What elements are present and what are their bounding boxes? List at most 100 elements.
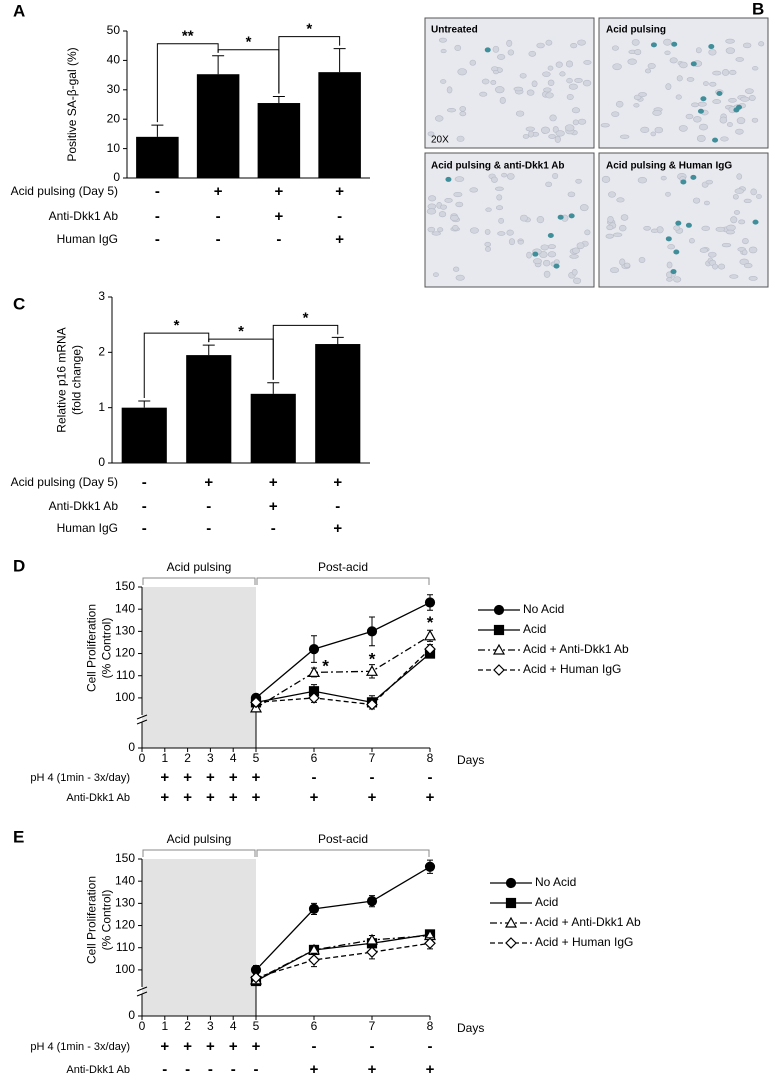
cell (506, 229, 514, 236)
x-tick-label: 2 (184, 1019, 191, 1033)
series-line (255, 648, 431, 706)
cell (455, 274, 465, 281)
stained-cell (557, 214, 564, 220)
cell (733, 210, 740, 215)
cell (522, 134, 530, 139)
marker (424, 937, 436, 950)
series-line (255, 942, 431, 979)
condition-sign: + (333, 520, 342, 537)
marker (366, 896, 378, 907)
cell (608, 191, 616, 198)
cell (570, 42, 578, 49)
cell (543, 259, 551, 267)
cell (735, 128, 744, 135)
cell (582, 79, 592, 87)
cell (758, 41, 765, 47)
stained-cell (736, 104, 743, 110)
cell (526, 251, 532, 259)
shaded-region (142, 587, 256, 748)
cell (688, 238, 695, 244)
cell (469, 59, 477, 66)
marker (505, 877, 517, 889)
x-tick-label: 8 (427, 751, 434, 765)
cell (520, 214, 528, 222)
cell (736, 117, 746, 125)
cell (555, 130, 565, 137)
x-tick-label: 6 (311, 1019, 318, 1033)
condition-sign: + (252, 789, 261, 806)
y-tick-label: 110 (116, 668, 135, 682)
image-label: Untreated (431, 25, 478, 36)
significance-label: * (238, 323, 244, 340)
panel-label: C (13, 294, 25, 313)
region-bracket (142, 849, 256, 857)
condition-sign: + (229, 789, 238, 806)
y-tick-label: 1 (98, 400, 105, 414)
cell (742, 42, 752, 49)
cell (743, 198, 752, 204)
condition-sign: + (368, 789, 377, 806)
cell (638, 92, 647, 97)
cell (456, 135, 465, 142)
cell (743, 262, 753, 269)
stained-cell (680, 179, 687, 185)
x-tick-label: 5 (253, 1019, 260, 1033)
cell (751, 117, 759, 123)
region-label: Acid pulsing (167, 832, 232, 846)
cell (577, 39, 586, 46)
cell (692, 197, 701, 204)
panel-label: B (752, 0, 764, 18)
stained-cell (690, 61, 697, 67)
condition-sign: - (370, 769, 375, 786)
cell (554, 135, 561, 143)
cell (696, 134, 706, 142)
annotation: * (322, 656, 329, 675)
condition-sign: + (160, 1038, 169, 1055)
condition-sign: + (310, 1061, 319, 1075)
y-tick-label: 130 (115, 896, 135, 910)
cell (751, 66, 759, 71)
cell (459, 111, 467, 117)
condition-sign: - (312, 1038, 317, 1055)
cell (528, 130, 534, 138)
cell (545, 92, 554, 99)
cell (715, 226, 726, 232)
cell (547, 79, 555, 86)
x-axis-label: Days (457, 1021, 484, 1035)
legend-label: Acid (535, 895, 558, 909)
stained-cell (752, 219, 759, 225)
x-tick-label: 3 (207, 1019, 214, 1033)
condition-sign: + (333, 474, 342, 491)
cell (647, 63, 656, 69)
marker (493, 604, 505, 616)
cell (611, 45, 619, 51)
condition-sign: + (229, 769, 238, 786)
y-axis-label: Relative p16 mRNA (55, 327, 69, 432)
condition-label: Acid pulsing (Day 5) (11, 475, 118, 489)
cell (601, 175, 611, 183)
condition-sign: + (274, 208, 283, 225)
y-axis-label: Cell Proliferation (85, 876, 99, 964)
cell (729, 274, 739, 279)
stained-cell (673, 249, 680, 255)
cell (686, 77, 695, 82)
cell (667, 244, 675, 250)
marker (424, 861, 436, 872)
cell (543, 270, 551, 278)
series-line (255, 866, 431, 971)
cell (485, 246, 492, 252)
cell (531, 80, 538, 88)
cell (566, 77, 573, 84)
cell (454, 44, 462, 52)
y-tick-label: 30 (107, 82, 121, 96)
condition-sign: + (335, 231, 344, 248)
cell (507, 49, 515, 56)
cell (491, 176, 498, 183)
cell (719, 116, 728, 124)
shaded-region (142, 859, 256, 1016)
marker (493, 624, 505, 636)
cell (452, 224, 459, 231)
condition-sign: + (160, 769, 169, 786)
cell (619, 134, 630, 139)
cell (577, 118, 587, 125)
